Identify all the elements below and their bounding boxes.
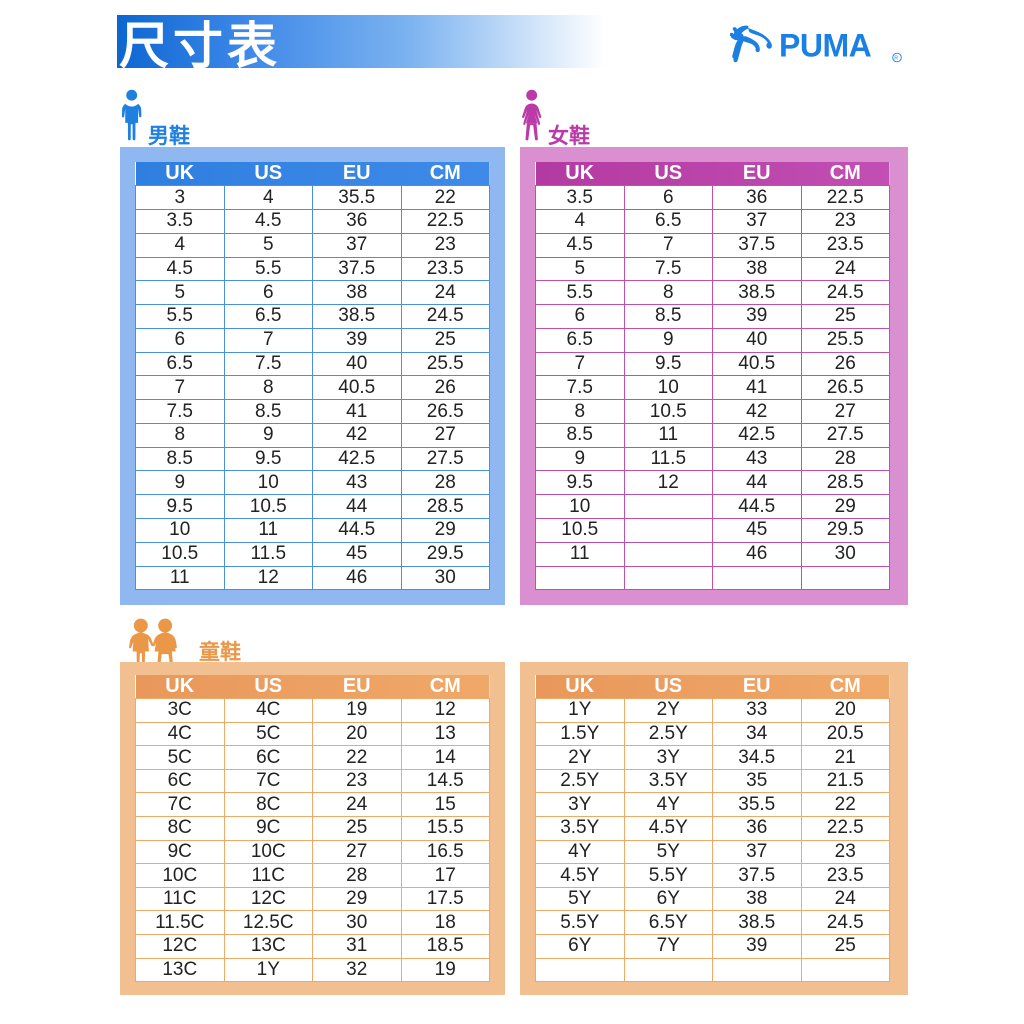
svg-text:R: R <box>894 55 898 61</box>
svg-text:PUMA: PUMA <box>779 28 872 64</box>
